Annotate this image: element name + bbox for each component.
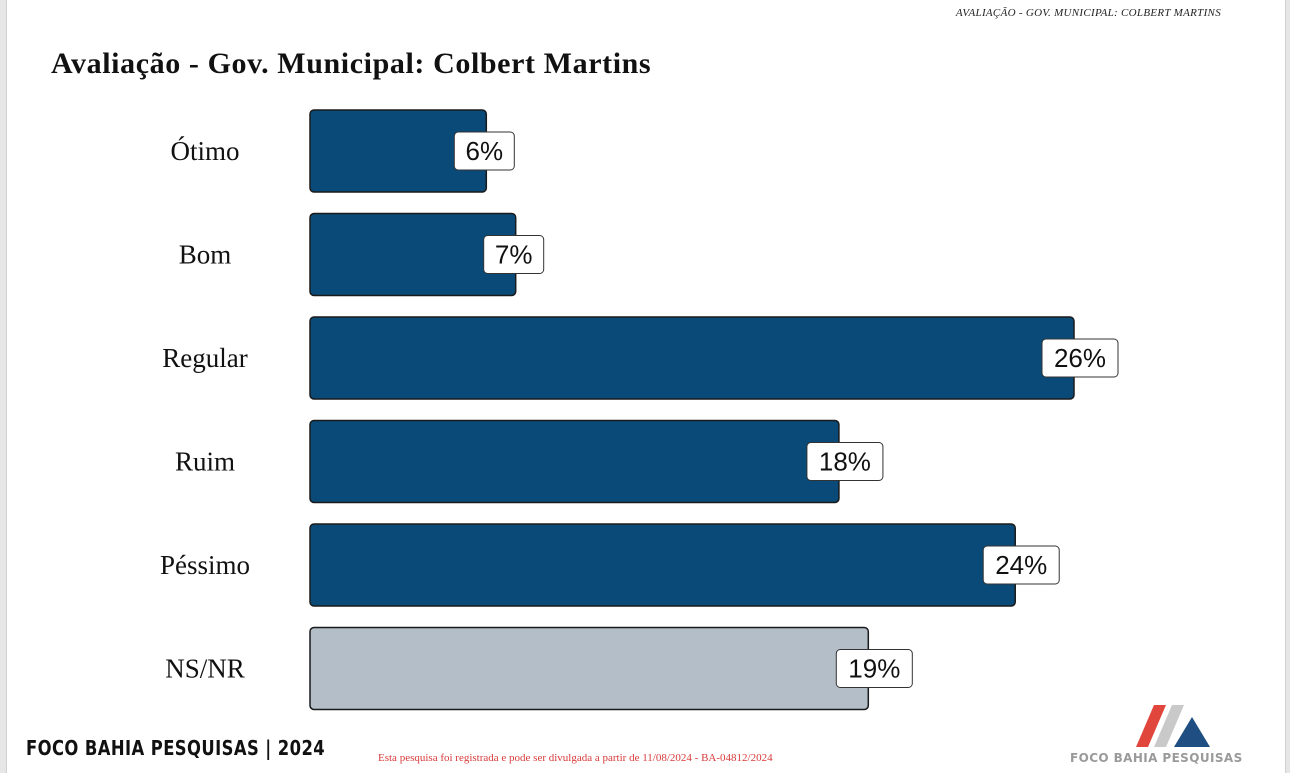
logo-stripe-red xyxy=(1136,705,1166,747)
category-label: Regular xyxy=(162,343,247,373)
bar-4 xyxy=(309,419,840,504)
bar-3 xyxy=(309,316,1075,400)
bar-5 xyxy=(309,523,1016,607)
category-label: Ótimo xyxy=(170,136,239,166)
value-label-box xyxy=(806,442,884,481)
value-label: 24% xyxy=(995,550,1047,580)
category-label: Bom xyxy=(179,240,232,270)
chart-title: Avaliação - Gov. Municipal: Colbert Mart… xyxy=(51,47,652,80)
category-label: NS/NR xyxy=(165,654,245,684)
header-tag: AVALIAÇÃO - GOV. MUNICIPAL: COLBERT MART… xyxy=(955,7,1221,19)
category-label: Péssimo xyxy=(160,550,250,580)
footer-note: Esta pesquisa foi registrada e pode ser … xyxy=(378,752,773,764)
value-label-box xyxy=(453,131,515,171)
value-label-box xyxy=(835,649,913,688)
value-label-box xyxy=(483,235,545,274)
value-label-box xyxy=(1041,338,1119,378)
category-label: Ruim xyxy=(175,447,235,477)
logo-stripe-grey xyxy=(1154,705,1184,747)
brand-logo-icon xyxy=(1136,705,1210,747)
value-label: 18% xyxy=(819,447,871,477)
footer-brand: FOCO BAHIA PESQUISAS | 2024 xyxy=(26,736,326,760)
bar-6 xyxy=(309,626,870,711)
value-label: 19% xyxy=(848,654,900,684)
value-label: 7% xyxy=(495,240,533,270)
value-label: 26% xyxy=(1054,343,1106,373)
value-label: 6% xyxy=(466,136,504,166)
value-label-box xyxy=(982,545,1060,585)
logo-text: FOCO BAHIA PESQUISAS xyxy=(1070,751,1243,765)
logo-triangle-blue xyxy=(1174,717,1210,747)
